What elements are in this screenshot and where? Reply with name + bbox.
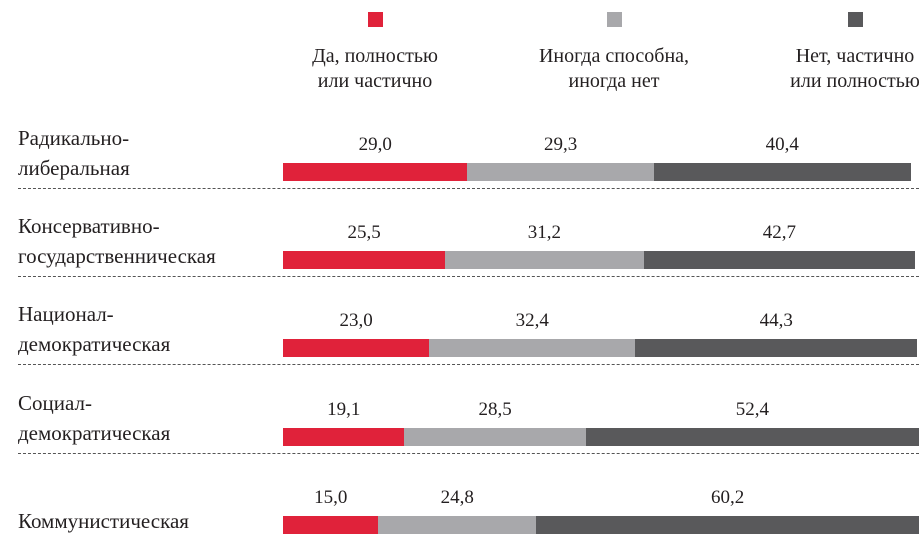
value-label: 42,7: [762, 222, 797, 243]
row-separator: [18, 276, 919, 277]
value-label: 44,3: [759, 310, 793, 331]
legend-swatch: [368, 12, 383, 27]
legend-label: Да, полностью или частично: [312, 45, 438, 92]
value-label: 25,5: [347, 222, 381, 243]
bar-segment: [283, 339, 430, 357]
bar-segment: [283, 163, 468, 181]
bar-segment: [404, 428, 586, 446]
bar-segment: [445, 251, 644, 269]
bar-segment: [467, 163, 654, 181]
category-label: Национал- демократическая: [18, 302, 171, 356]
bar-segment: [283, 516, 379, 534]
value-label: 60,2: [710, 487, 745, 508]
value-label: 28,5: [478, 399, 512, 420]
value-label: 24,8: [440, 487, 474, 508]
bar-segment: [429, 339, 636, 357]
value-label: 32,4: [515, 310, 549, 331]
value-label: 31,2: [527, 222, 562, 243]
category-label: Социал- демократическая: [18, 391, 171, 445]
bar-segment: [283, 428, 405, 446]
bar-segment: [635, 339, 918, 357]
value-label: 19,1: [327, 399, 361, 420]
legend-label: Нет, частично или полностью: [790, 45, 919, 92]
bar-segment: [585, 428, 919, 446]
row-separator: [18, 364, 919, 365]
bar-segment: [378, 516, 537, 534]
bar-segment: [643, 251, 916, 269]
row-separator: [18, 453, 919, 454]
bar-segment: [536, 516, 919, 534]
value-label: 23,0: [339, 310, 373, 331]
category-label: Консервативно- государственническая: [18, 214, 216, 268]
value-label: 40,4: [765, 134, 799, 155]
value-label: 15,0: [314, 487, 348, 508]
legend-label: Иногда способна, иногда нет: [538, 45, 690, 92]
category-label: Коммунистическая: [18, 509, 189, 533]
value-label: 29,3: [543, 134, 578, 155]
legend-swatch: [607, 12, 622, 27]
legend-swatch: [848, 12, 863, 27]
row-separator: [18, 188, 919, 189]
value-label: 52,4: [735, 399, 769, 420]
bar-segment: [283, 251, 446, 269]
bar-segment: [653, 163, 911, 181]
category-label: Радикально- либеральная: [18, 126, 130, 180]
value-label: 29,0: [358, 134, 392, 155]
